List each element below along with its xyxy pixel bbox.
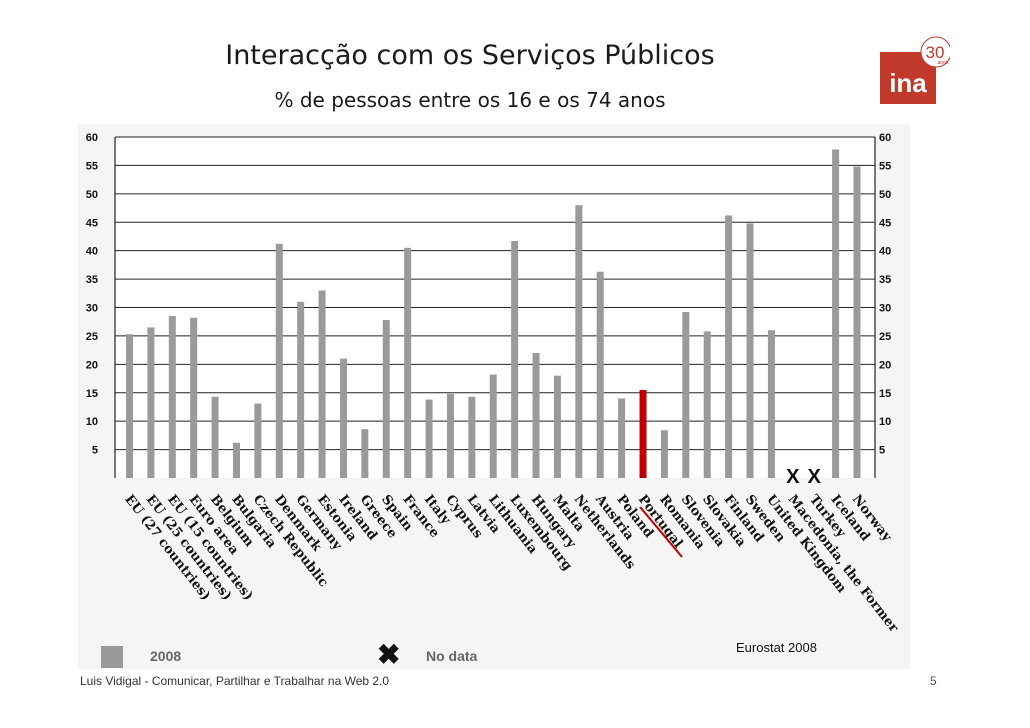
svg-text:30: 30 [926, 43, 945, 62]
y-tick-label-right: 20 [879, 359, 891, 371]
page-number: 5 [930, 674, 937, 688]
bar-finland [725, 215, 733, 478]
bar-bulgaria [232, 442, 240, 478]
y-tick-label-left: 45 [86, 217, 98, 229]
bar-eu-27-countries- [126, 334, 133, 478]
bar-poland [618, 398, 626, 478]
bar-austria [596, 271, 604, 478]
bar-romania [660, 430, 668, 478]
bar-lithuania [489, 374, 497, 478]
legend-label-2008: 2008 [150, 648, 182, 664]
y-tick-label-right: 60 [879, 132, 891, 144]
legend-no-data-icon: ✖ [377, 639, 401, 670]
y-tick-label-right: 10 [879, 416, 891, 428]
bar-germany [297, 301, 305, 478]
y-tick-label-right: 15 [879, 388, 891, 400]
y-tick-label-left: 60 [86, 132, 98, 144]
bar-eu-25-countries- [147, 327, 155, 478]
y-tick-label-right: 35 [879, 274, 891, 286]
svg-text:anos: anos [938, 60, 949, 66]
bar-france [404, 247, 412, 478]
bar-luxembourg [511, 241, 519, 478]
bar-latvia [468, 396, 476, 478]
y-tick-label-left: 35 [86, 274, 98, 286]
y-tick-label-right: 40 [879, 246, 891, 258]
chart-title: Interacção com os Serviços Públicos [225, 40, 715, 71]
bar-denmark [275, 243, 283, 478]
y-tick-label-right: 45 [879, 217, 891, 229]
no-data-marker: X [808, 466, 822, 488]
y-tick-label-left: 40 [86, 246, 98, 258]
bar-czech-republic [254, 403, 262, 478]
y-tick-label-right: 5 [879, 445, 885, 457]
highlight-underline [639, 506, 683, 558]
y-tick-label-left: 20 [86, 359, 98, 371]
no-data-marker: X [786, 466, 800, 488]
bar-belgium [211, 396, 219, 478]
bar-estonia [318, 290, 326, 478]
chart-subtitle: % de pessoas entre os 16 e os 74 anos [274, 88, 666, 112]
bar-sweden [746, 223, 754, 478]
bar-greece [361, 429, 369, 478]
bar-slovakia [703, 331, 711, 478]
legend-swatch-2008 [101, 646, 123, 668]
bar-malta [553, 375, 561, 478]
y-tick-label-left: 25 [86, 331, 98, 343]
bar-spain [382, 320, 390, 478]
bar-portugal [639, 389, 647, 478]
bar-cyprus [446, 393, 454, 478]
bar-slovenia [682, 312, 690, 478]
legend-label-no-data: No data [426, 648, 478, 664]
bar-ireland [339, 358, 347, 478]
source-note: Eurostat 2008 [736, 640, 817, 655]
y-tick-label-left: 10 [86, 416, 98, 428]
y-tick-label-left: 55 [86, 160, 98, 172]
bar-iceland [832, 149, 840, 478]
slide-footer: Luis Vidigal - Comunicar, Partilhar e Tr… [80, 674, 390, 688]
bar-hungary [532, 352, 540, 478]
y-tick-label-right: 30 [879, 303, 891, 315]
y-tick-label-left: 50 [86, 189, 98, 201]
bar-netherlands [575, 205, 583, 478]
y-tick-label-left: 30 [86, 303, 98, 315]
bar-italy [425, 399, 433, 478]
y-tick-label-left: 5 [92, 445, 98, 457]
bar-norway [853, 166, 861, 478]
bar-euro-area [190, 317, 198, 478]
y-tick-label-left: 15 [86, 388, 98, 400]
y-tick-label-right: 55 [879, 160, 891, 172]
bar-eu-15-countries- [168, 316, 176, 478]
bar-united-kingdom [767, 330, 775, 478]
ina-logo-icon: ina 30 anos [880, 36, 950, 104]
y-tick-label-right: 25 [879, 331, 891, 343]
chart-area: 5 5 10 10 15 15 20 20 25 25 30 30 35 35 40 40 45 45 50 50 55… [78, 124, 910, 669]
y-tick-label-right: 50 [879, 189, 891, 201]
svg-text:ina: ina [889, 68, 927, 98]
